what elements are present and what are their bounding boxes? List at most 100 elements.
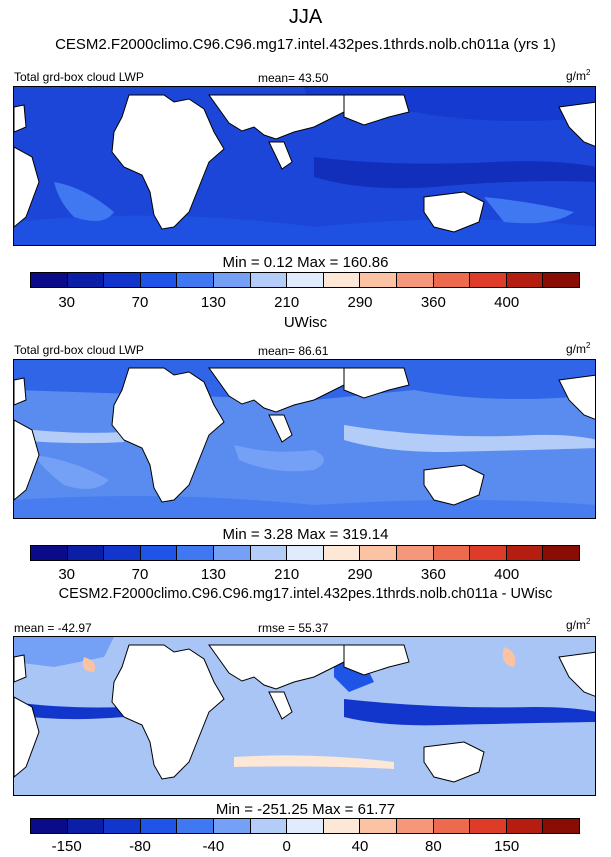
colorbar-swatch xyxy=(250,273,288,287)
colorbar-swatch xyxy=(506,819,544,833)
panel1-itcz-band xyxy=(314,157,595,189)
panel3-mean-label: mean = -42.97 xyxy=(14,621,92,635)
colorbar-swatch xyxy=(543,546,579,560)
panel1-atlantic-feature xyxy=(54,182,114,221)
colorbar-swatch xyxy=(360,273,397,287)
colorbar-tick-label: 80 xyxy=(424,838,442,855)
colorbar-swatch xyxy=(287,819,324,833)
colorbar-swatch xyxy=(177,546,214,560)
panel1-africa-europe xyxy=(111,94,225,230)
colorbar-swatch xyxy=(470,546,507,560)
panel3-australia xyxy=(423,741,485,783)
panel1-colorbar-ticks: 30 70 130 210 290 360 400 xyxy=(30,294,580,312)
panel1-colorbar xyxy=(30,272,580,288)
colorbar-tick-label: 290 xyxy=(347,294,373,311)
colorbar-swatch xyxy=(213,819,251,833)
colorbar-swatch xyxy=(104,819,141,833)
colorbar-swatch xyxy=(396,546,434,560)
colorbar-swatch xyxy=(543,819,579,833)
colorbar-swatch xyxy=(543,273,579,287)
colorbar-swatch xyxy=(470,819,507,833)
panel2-east-asia xyxy=(343,367,410,399)
panel3-map-svg xyxy=(14,637,595,795)
colorbar-swatch xyxy=(213,546,251,560)
panel1-india xyxy=(268,141,293,170)
panel1-northern-band xyxy=(14,87,595,121)
colorbar-swatch xyxy=(250,819,288,833)
panel3-units: g/m2 xyxy=(566,617,591,632)
panel1-north-america xyxy=(558,101,595,147)
colorbar-tick-label: -150 xyxy=(51,838,82,855)
colorbar-swatch xyxy=(140,819,178,833)
panel3-pacific-itcz xyxy=(344,699,595,726)
panel2-pacific-itcz xyxy=(344,425,595,452)
panel2-australia xyxy=(423,464,485,506)
colorbar-tick-label: 150 xyxy=(494,838,520,855)
panel3-positive-blob-a xyxy=(82,657,96,672)
panel2-map-svg xyxy=(14,360,595,518)
panel3-north-america xyxy=(558,651,595,697)
colorbar-tick-label: 130 xyxy=(200,566,226,583)
colorbar-tick-label: 210 xyxy=(274,294,300,311)
panel3-colorbar xyxy=(30,818,580,834)
panel2-units: g/m2 xyxy=(566,341,591,356)
panel3-header: CESM2.F2000climo.C96.C96.mg17.intel.432p… xyxy=(58,586,553,602)
panel3-map xyxy=(13,636,596,796)
panel3-atlantic-itcz xyxy=(14,702,124,720)
panel3-rmse-label: rmse = 55.37 xyxy=(258,621,329,635)
panel2-mean-label: mean= 86.61 xyxy=(258,344,329,358)
colorbar-tick-label: 0 xyxy=(282,838,291,855)
panel3-colorbar-ticks: -150 -80 -40 0 40 80 150 xyxy=(30,838,580,856)
panel1-south-america xyxy=(14,146,40,228)
colorbar-swatch xyxy=(433,273,471,287)
panel2-left-label: Total grd-box cloud LWP xyxy=(14,343,144,357)
panel3-africa-europe xyxy=(111,644,225,780)
panel2-south-america xyxy=(14,419,40,501)
panel1-australia xyxy=(423,191,485,233)
colorbar-swatch xyxy=(250,546,288,560)
panel1-america-west xyxy=(14,104,27,133)
colorbar-tick-label: 400 xyxy=(494,294,520,311)
colorbar-swatch xyxy=(104,273,141,287)
colorbar-tick-label: 360 xyxy=(420,566,446,583)
colorbar-swatch xyxy=(360,546,397,560)
colorbar-swatch xyxy=(287,273,324,287)
panel3-east-asia xyxy=(343,644,410,676)
colorbar-tick-label: 210 xyxy=(274,566,300,583)
panel3-america-west xyxy=(14,654,27,683)
panel2-africa-europe xyxy=(111,367,225,503)
panel3-southern-positive-band xyxy=(234,755,394,769)
colorbar-swatch xyxy=(177,819,214,833)
colorbar-swatch xyxy=(31,273,68,287)
colorbar-swatch xyxy=(287,546,324,560)
colorbar-tick-label: 30 xyxy=(58,294,75,311)
colorbar-swatch xyxy=(433,819,471,833)
colorbar-swatch xyxy=(104,546,141,560)
panel1-header: CESM2.F2000climo.C96.C96.mg17.intel.432p… xyxy=(55,36,556,53)
colorbar-swatch xyxy=(323,546,361,560)
colorbar-swatch xyxy=(67,819,105,833)
colorbar-swatch xyxy=(506,273,544,287)
colorbar-swatch xyxy=(360,819,397,833)
panel2-colorbar-ticks: 30 70 130 210 290 360 400 xyxy=(30,566,580,584)
colorbar-tick-label: 70 xyxy=(131,566,149,583)
panel3-minmax: Min = -251.25 Max = 61.77 xyxy=(215,801,396,818)
panel1-mean-label: mean= 43.50 xyxy=(258,71,329,85)
colorbar-tick-label: 40 xyxy=(351,838,369,855)
panel1-minmax: Min = 0.12 Max = 160.86 xyxy=(222,254,389,271)
colorbar-swatch xyxy=(31,546,68,560)
figure-title: JJA xyxy=(288,6,323,28)
panel2-atlantic-itcz xyxy=(14,428,124,444)
colorbar-swatch xyxy=(140,273,178,287)
panel1-left-label: Total grd-box cloud LWP xyxy=(14,70,144,84)
colorbar-swatch xyxy=(396,819,434,833)
panel3-positive-blob-b xyxy=(502,647,516,667)
panel2-north-america xyxy=(558,374,595,420)
panel1-east-asia xyxy=(343,94,410,126)
colorbar-tick-label: 290 xyxy=(347,566,373,583)
panel2-colorbar xyxy=(30,545,580,561)
colorbar-tick-label: -80 xyxy=(129,838,151,855)
colorbar-swatch xyxy=(140,546,178,560)
colorbar-swatch xyxy=(506,546,544,560)
colorbar-tick-label: 400 xyxy=(494,566,520,583)
